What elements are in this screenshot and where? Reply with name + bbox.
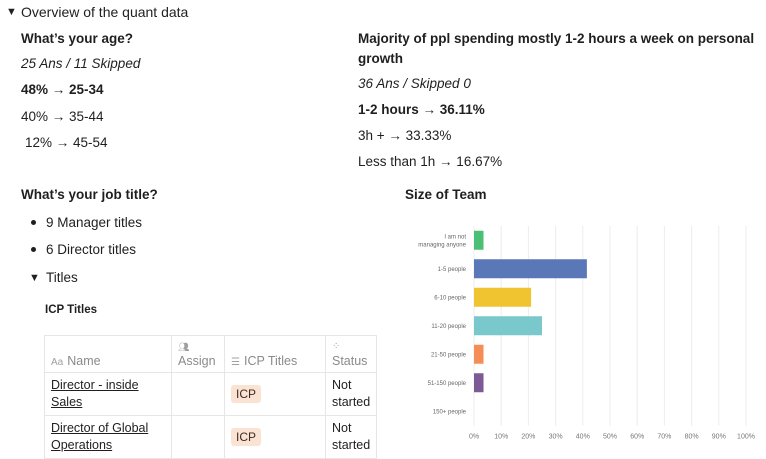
row-name-line1[interactable]: Director of Global: [51, 421, 149, 435]
overview-toggle-label: Overview of the quant data: [21, 4, 189, 20]
titles-toggle-label: Titles: [46, 270, 78, 285]
age-heading: What’s your age?: [21, 31, 134, 46]
column-header-name[interactable]: Aa Name: [44, 335, 172, 373]
titles-toggle[interactable]: ▼ Titles: [29, 270, 78, 285]
row-name-link[interactable]: Director - inside Sales: [51, 377, 165, 411]
toggle-open-icon[interactable]: ▼: [29, 271, 40, 284]
chart-category-label: 1-5 people: [438, 267, 467, 273]
age-line-1: 48% → 25-34: [21, 82, 104, 97]
team-size-chart: 0% 10% 20% 30% 40% 50% 60% 70% 80% 90% 100% I am no…: [418, 226, 755, 441]
table-header-row: Aa Name 👥︎ Assign ☰ ICP Titles ⁘ Status: [44, 335, 378, 373]
growth-line-2: 3h + → 33.33%: [358, 128, 452, 143]
chart-category-label: 6-10 people: [434, 295, 466, 301]
age-answers: 25 Ans / 11 Skipped: [21, 56, 141, 71]
list-property-icon: ☰: [231, 357, 240, 368]
age-line-2: 40% → 35-44: [21, 109, 104, 124]
row-name-line1[interactable]: Director - inside: [51, 378, 139, 392]
row-assign-cell[interactable]: [171, 372, 225, 416]
status-loader-icon: ⁘: [332, 341, 341, 352]
chart-bar: [474, 316, 542, 336]
column-header-name-label: Name: [67, 354, 101, 368]
column-header-status[interactable]: ⁘ Status: [324, 335, 378, 373]
row-icp-cell[interactable]: ICP: [224, 415, 326, 459]
row-assign-cell[interactable]: [171, 415, 225, 459]
row-name-link[interactable]: Director of Global Operations: [51, 420, 165, 454]
chart-bar: [474, 230, 484, 250]
chart-x-tick-label: 20%: [521, 434, 535, 441]
chart-x-tick-label: 100%: [737, 434, 755, 441]
chart-x-tick-label: 80%: [685, 434, 699, 441]
job-bullet-2: 6 Director titles: [31, 242, 136, 257]
row-name-line2[interactable]: Sales: [51, 395, 83, 409]
chart-x-tick-label: 90%: [712, 434, 726, 441]
chart-x-tick-label: 0%: [469, 434, 479, 441]
row-status-line2: started: [332, 395, 371, 409]
chart-bar: [474, 259, 587, 279]
age-line-3: 12% → 45-54: [25, 135, 108, 150]
job-bullet-2-label: 6 Director titles: [46, 242, 137, 257]
chart-category-label: managing anyone: [418, 242, 466, 248]
chart-category-label: 21-50 people: [431, 352, 467, 358]
chart-category-label: 150+ people: [433, 409, 467, 415]
column-header-assign[interactable]: 👥︎ Assign: [171, 335, 225, 373]
chart-x-tick-label: 50%: [603, 434, 617, 441]
overview-toggle[interactable]: ▼ Overview of the quant data: [6, 4, 188, 20]
job-bullet-1: 9 Manager titles: [31, 215, 142, 230]
growth-line-1: 1-2 hours → 36.11%: [358, 102, 485, 117]
growth-answers: 36 Ans / Skipped 0: [358, 76, 471, 91]
chart-bar: [474, 373, 484, 393]
bullet-dot-icon: [31, 220, 36, 225]
table-row[interactable]: Director of Global Operations ICP Not st…: [44, 415, 378, 459]
row-icp-cell[interactable]: ICP: [224, 372, 326, 416]
row-name-cell[interactable]: Director - inside Sales: [44, 372, 172, 416]
row-name-line2[interactable]: Operations: [51, 438, 113, 452]
toggle-open-icon[interactable]: ▼: [6, 6, 17, 18]
bullet-dot-icon: [31, 247, 36, 252]
icp-tag: ICP: [231, 385, 262, 403]
chart-x-tick-label: 60%: [630, 434, 644, 441]
text-property-icon: Aa: [51, 357, 64, 368]
chart-category-label: 51-150 people: [428, 381, 467, 387]
row-status-line2: started: [332, 438, 371, 452]
table-row[interactable]: Director - inside Sales ICP Not started: [44, 372, 378, 416]
chart-bar: [474, 344, 484, 364]
row-status-cell[interactable]: Not started: [324, 372, 378, 416]
growth-line-3: Less than 1h → 16.67%: [358, 154, 503, 169]
icp-titles-table: Aa Name 👥︎ Assign ☰ ICP Titles ⁘ Status Di…: [44, 335, 378, 459]
icp-titles-heading: ICP Titles: [45, 304, 97, 316]
growth-heading-line2: growth: [358, 51, 403, 66]
column-header-status-label: Status: [332, 354, 368, 368]
chart-x-tick-label: 10%: [494, 434, 508, 441]
job-bullet-1-label: 9 Manager titles: [46, 215, 143, 230]
chart-x-tick-label: 30%: [549, 434, 563, 441]
chart-category-label: I am not: [444, 234, 466, 240]
column-header-icp-label: ICP Titles: [243, 354, 298, 368]
row-status-line1: Not: [332, 421, 352, 435]
people-icon: 👥︎: [178, 342, 190, 352]
column-header-icp[interactable]: ☰ ICP Titles: [224, 335, 326, 373]
row-status-cell[interactable]: Not started: [324, 415, 378, 459]
row-status-line1: Not: [332, 378, 352, 392]
chart-category-label: 11-20 people: [431, 324, 466, 330]
row-name-cell[interactable]: Director of Global Operations: [44, 415, 172, 459]
chart-x-tick-label: 40%: [576, 434, 590, 441]
icp-tag: ICP: [231, 428, 262, 446]
chart-bar: [474, 287, 532, 307]
team-chart-title: Size of Team: [405, 187, 487, 202]
job-heading: What’s your job title?: [21, 187, 158, 202]
growth-heading-line1: Majority of ppl spending mostly 1-2 hour…: [358, 31, 755, 46]
chart-x-tick-label: 70%: [657, 434, 671, 441]
column-header-assign-label: Assign: [178, 354, 216, 368]
